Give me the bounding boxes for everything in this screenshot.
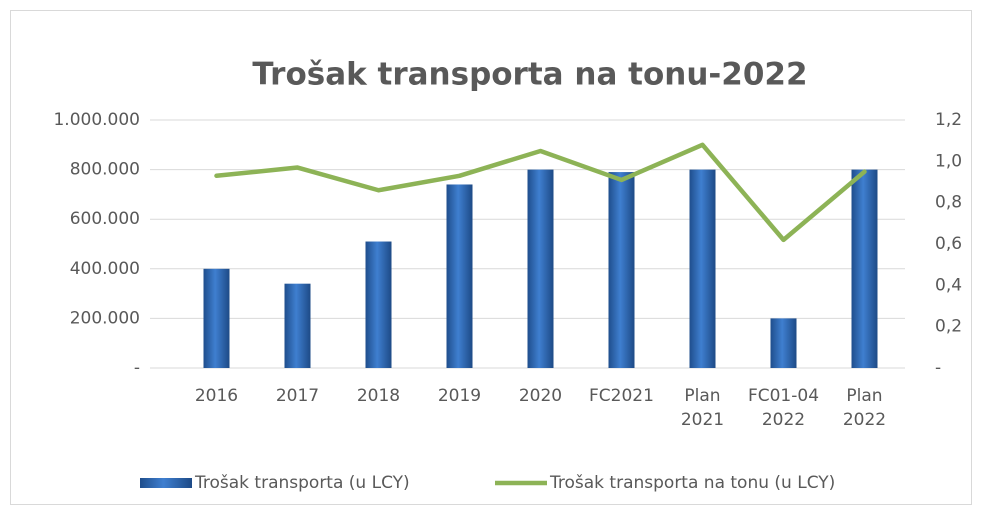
bar	[527, 169, 554, 368]
legend-swatch	[140, 478, 192, 488]
y2-tick-label: 1,0	[935, 151, 962, 171]
y-tick-label: 400.000	[70, 259, 140, 279]
legend-label: Trošak transporta (u LCY)	[194, 473, 410, 493]
bar	[284, 283, 311, 368]
x-tick-label: FC01-04 2022	[747, 386, 820, 430]
y-tick-label: 800.000	[70, 160, 140, 180]
line	[214, 142, 867, 243]
y2-tick-label: 0,6	[935, 234, 962, 254]
x-tick-label: 2016	[194, 386, 239, 406]
bar	[851, 169, 878, 368]
x-tick-label: 2019	[437, 386, 482, 406]
chart-title: Trošak transporta na tonu-2022	[252, 57, 807, 93]
y2-tick-label: 0,4	[935, 275, 962, 295]
bar	[770, 318, 797, 368]
y-tick-label: 200.000	[70, 308, 140, 328]
legend-label: Trošak transporta na tonu (u LCY)	[549, 473, 835, 493]
bar	[365, 241, 392, 368]
chart-border	[10, 10, 972, 505]
x-tick-label: Plan 2021	[680, 386, 725, 430]
x-tick-label: 2018	[356, 386, 401, 406]
y2-tick-label: 0,2	[935, 317, 962, 337]
y2-tick-label: -	[935, 358, 941, 378]
bar	[203, 268, 230, 368]
x-tick-label: 2020	[518, 386, 563, 406]
x-tick-label: Plan 2022	[842, 386, 887, 430]
bar	[689, 169, 716, 368]
bar	[446, 184, 473, 368]
y2-tick-label: 1,2	[935, 110, 962, 130]
bar	[608, 172, 635, 368]
y-tick-label: 600.000	[70, 209, 140, 229]
x-tick-label: 2017	[275, 386, 320, 406]
y-tick-label: 1.000.000	[53, 110, 140, 130]
y2-tick-label: 0,8	[935, 193, 962, 213]
y-tick-label: -	[134, 358, 140, 378]
x-tick-label: FC2021	[589, 386, 654, 406]
